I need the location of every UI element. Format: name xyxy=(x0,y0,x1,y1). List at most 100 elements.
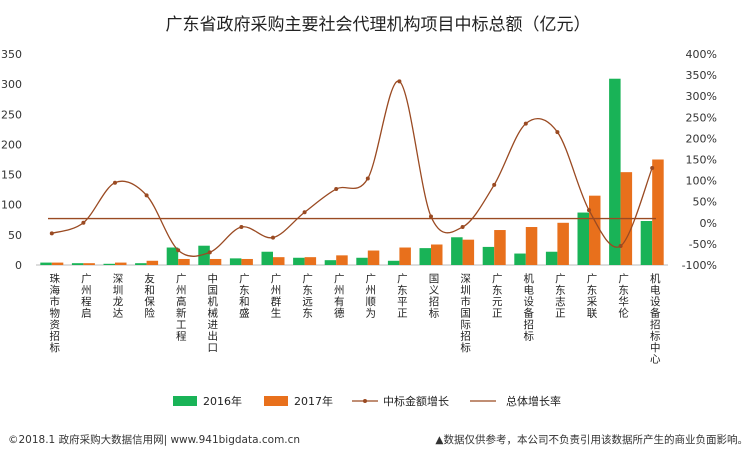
y-right-tick-label: 0% xyxy=(700,217,717,230)
bar-2016 xyxy=(135,263,147,265)
bar-2016 xyxy=(451,237,463,265)
footer-right: ▲数据仅供参考，本公司不负责引用该数据所产生的商业负面影响。 xyxy=(435,433,748,446)
y-left-tick-label: 0 xyxy=(15,259,22,272)
y-right-tick-label: -50% xyxy=(689,238,717,251)
y-left-tick-label: 150 xyxy=(1,169,22,182)
growth-line-point xyxy=(144,193,149,198)
bar-2017 xyxy=(304,257,317,265)
y-right-tick-label: 50% xyxy=(693,196,717,209)
category-label: 广州顺为 xyxy=(366,273,377,320)
bar-2016 xyxy=(324,260,337,265)
bar-2016 xyxy=(482,246,495,265)
growth-line-point xyxy=(650,165,655,170)
y-right-tick-label: 200% xyxy=(686,132,717,145)
growth-line-point xyxy=(239,225,244,230)
legend-label-growth: 中标金额增长 xyxy=(383,394,449,408)
growth-line-point xyxy=(587,208,591,213)
bar-2017 xyxy=(146,260,159,265)
bar-2016 xyxy=(40,262,52,265)
growth-line-point xyxy=(302,210,307,215)
bar-2016 xyxy=(514,253,526,265)
bar-2016 xyxy=(71,263,84,265)
legend-label-total: 总体增长率 xyxy=(506,394,561,408)
growth-line-point xyxy=(555,130,560,135)
y-right-tick-label: 400% xyxy=(686,48,717,61)
y-right-tick-label: 100% xyxy=(686,175,717,188)
bar-2016 xyxy=(229,258,242,265)
bar-2017 xyxy=(494,230,506,265)
y-left-tick-label: 50 xyxy=(8,229,22,242)
bar-2016 xyxy=(166,247,179,265)
footer-left: ©2018.1 政府采购大数据信用网| www.941bigdata.com.c… xyxy=(8,433,300,446)
growth-line-point xyxy=(523,121,528,126)
line-group xyxy=(48,79,656,257)
bar-2017 xyxy=(399,247,411,265)
bar-2017 xyxy=(525,227,538,265)
chart-title: 广东省政府采购主要社会代理机构项目中标总额（亿元） xyxy=(166,15,591,35)
bar-2017 xyxy=(83,263,95,265)
y-left-tick-label: 350 xyxy=(1,48,22,61)
bar-2016 xyxy=(103,263,115,265)
growth-line-point xyxy=(176,248,181,253)
bar-2017 xyxy=(273,257,285,265)
growth-line-point xyxy=(460,225,465,230)
bar-2017 xyxy=(652,159,664,265)
growth-line-point xyxy=(365,176,370,181)
y-left-tick-label: 250 xyxy=(1,108,22,121)
category-label: 广东和盛 xyxy=(239,273,250,320)
bar-group xyxy=(40,78,664,266)
y-right-tick-label: 350% xyxy=(686,69,717,82)
bar-2017 xyxy=(557,222,569,265)
bar-2017 xyxy=(178,258,190,265)
category-label: 广州群生 xyxy=(271,273,282,320)
growth-line-point xyxy=(492,182,497,187)
bar-2016 xyxy=(545,251,558,265)
bar-2017 xyxy=(462,239,475,265)
bar-2017 xyxy=(431,244,443,265)
category-label: 机电设备招标 xyxy=(524,272,535,343)
category-label: 广州有德 xyxy=(334,273,345,320)
growth-line-point xyxy=(397,79,402,84)
y-left-tick-label: 300 xyxy=(1,78,22,91)
bar-2017 xyxy=(589,195,601,265)
bar-2016 xyxy=(261,251,273,265)
growth-line-point xyxy=(207,250,212,255)
growth-line-point xyxy=(49,231,54,236)
category-label: 广东平正 xyxy=(397,273,408,320)
category-label: 中国机械进出口 xyxy=(208,272,219,354)
bar-2016 xyxy=(387,260,400,265)
bar-2016 xyxy=(609,78,621,266)
growth-line-point xyxy=(113,180,117,185)
y-left-tick-label: 200 xyxy=(1,138,22,151)
legend-swatch-2017 xyxy=(264,396,288,406)
bar-2016 xyxy=(356,257,368,265)
legend-label-2017: 2017年 xyxy=(294,394,333,408)
growth-line-point xyxy=(271,235,275,240)
bar-2016 xyxy=(198,245,210,265)
category-label: 广东采联 xyxy=(587,273,598,320)
category-label: 广东华伦 xyxy=(618,273,629,320)
growth-line-point xyxy=(429,214,433,219)
right-axis: -100% -50% 0% 50% 100% 150% 200% 250% 300% 350% 40… xyxy=(682,48,717,272)
y-right-tick-label: -100% xyxy=(682,259,717,272)
bar-2017 xyxy=(336,255,348,265)
y-right-tick-label: 300% xyxy=(686,90,717,103)
legend-swatch-growth-marker xyxy=(363,399,367,403)
legend-label-2016: 2016年 xyxy=(203,394,242,408)
category-label: 深圳市国际招标 xyxy=(460,273,471,354)
bar-2016 xyxy=(293,257,305,265)
category-labels: 珠海市物资招标 广州程启 深圳龙达 友和保险 广州高新工程 中国机械进出口 广东和盛 广州群生… xyxy=(50,272,661,366)
category-label: 广东志正 xyxy=(555,273,566,320)
category-label: 友和保险 xyxy=(144,272,155,320)
category-label: 国义招标 xyxy=(429,273,440,320)
y-right-tick-label: 250% xyxy=(686,111,717,124)
bar-2017 xyxy=(241,258,253,265)
category-label: 广东元正 xyxy=(492,273,503,320)
bar-2017 xyxy=(51,262,64,265)
category-label: 深圳龙达 xyxy=(113,273,124,320)
category-label: 珠海市物资招标 xyxy=(50,272,61,354)
bar-2016 xyxy=(419,248,431,265)
bar-2016 xyxy=(640,220,653,265)
bar-2017 xyxy=(209,258,222,265)
